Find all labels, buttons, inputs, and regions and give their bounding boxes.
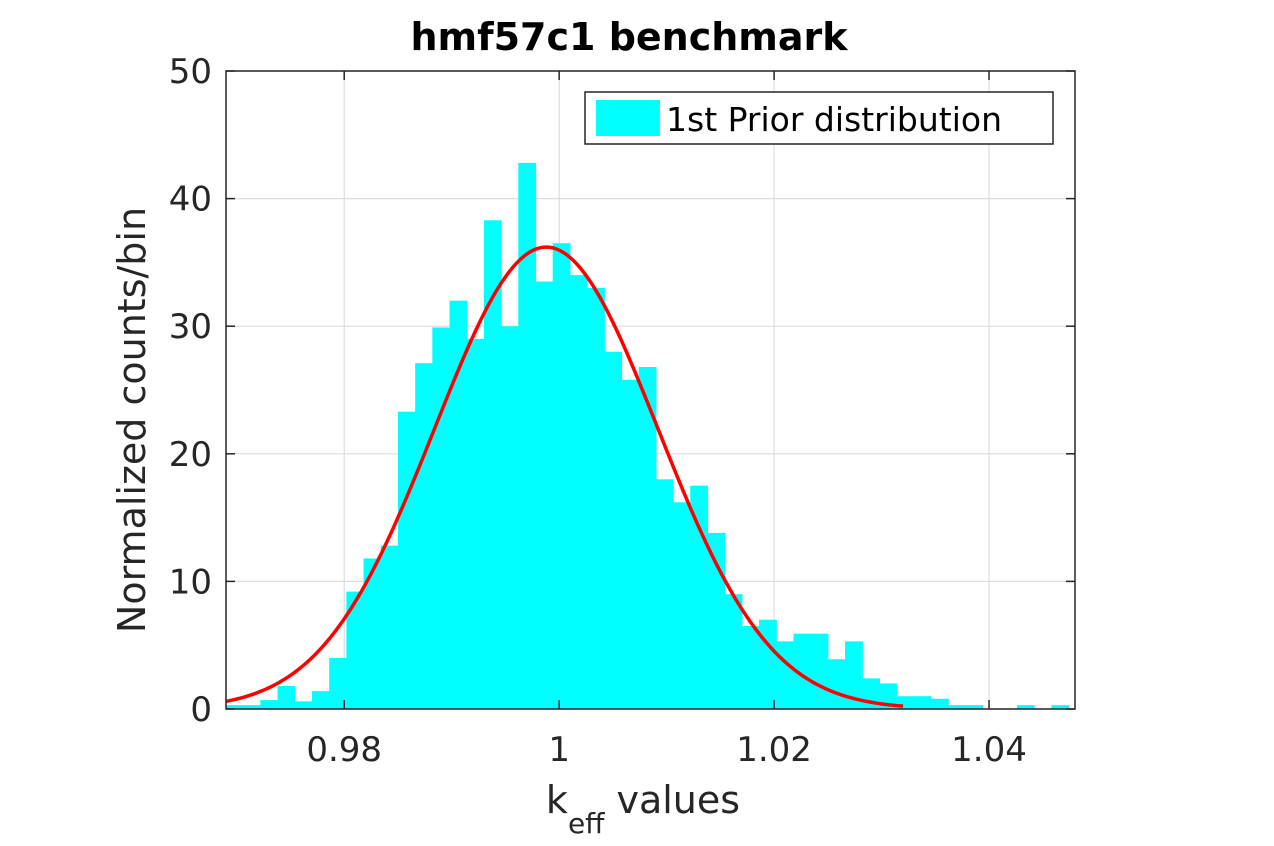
axes-box xyxy=(225,70,1076,710)
histogram-bar xyxy=(587,287,605,709)
histogram-bar xyxy=(397,411,416,709)
histogram-bar xyxy=(724,594,743,709)
x-axis-label-subscript: eff xyxy=(568,807,605,840)
histogram-bar xyxy=(827,659,846,709)
axis-ticks: 0.98 1 1.02 1.04 0 10 20 30 40 50 xyxy=(169,52,1075,770)
histogram-bar xyxy=(621,379,640,709)
histogram-bar xyxy=(226,705,244,709)
histogram-bar xyxy=(535,281,554,709)
histogram-bar xyxy=(655,479,674,709)
histogram-bar xyxy=(329,657,347,709)
y-tick-label: 10 xyxy=(169,562,212,602)
fit-curve xyxy=(225,245,904,708)
histogram-bar xyxy=(363,558,382,709)
chart-title: hmf57c1 benchmark xyxy=(410,15,848,59)
histogram-bar xyxy=(845,641,863,709)
histogram-bar xyxy=(380,545,399,709)
histogram-bar xyxy=(759,619,777,709)
histogram-bar xyxy=(965,705,984,709)
histogram-bar xyxy=(604,351,623,709)
histogram-bar xyxy=(810,633,829,709)
histogram-bars xyxy=(226,162,1070,710)
histogram-bar xyxy=(449,300,468,709)
legend-box xyxy=(584,91,1054,145)
y-tick-label: 0 xyxy=(190,690,212,730)
histogram-bar xyxy=(948,705,966,709)
histogram-bar xyxy=(569,275,588,709)
x-tick-label: 1.04 xyxy=(951,730,1027,770)
histogram-bar xyxy=(741,626,760,709)
legend-swatch xyxy=(596,100,660,136)
histogram-bar xyxy=(277,686,296,709)
histogram-bar xyxy=(415,363,433,709)
y-tick-label: 30 xyxy=(169,307,212,347)
histogram-bar xyxy=(466,338,485,709)
histogram-bar xyxy=(673,502,691,709)
y-tick-label: 50 xyxy=(169,52,212,92)
histogram-bar xyxy=(346,591,365,709)
histogram-bar xyxy=(518,162,537,709)
histogram-bar xyxy=(294,701,313,709)
x-axis-label: keff values xyxy=(546,778,740,840)
histogram-bar xyxy=(690,485,709,709)
histogram-bar xyxy=(1051,705,1070,709)
histogram-bar xyxy=(793,633,812,709)
histogram-bar xyxy=(552,243,571,709)
histogram-bar xyxy=(913,696,932,709)
x-axis-label-main: k xyxy=(546,778,568,822)
x-tick-label: 1 xyxy=(548,730,570,770)
histogram-bar xyxy=(1016,705,1035,709)
histogram-bar xyxy=(638,367,657,709)
x-tick-label: 1.02 xyxy=(736,730,812,770)
legend: 1st Prior distribution xyxy=(584,91,1054,145)
legend-label: 1st Prior distribution xyxy=(666,100,1002,139)
y-tick-label: 20 xyxy=(169,435,212,475)
histogram-bar xyxy=(311,691,330,709)
histogram-bar xyxy=(260,700,279,709)
y-tick-label: 40 xyxy=(169,180,212,220)
histogram-bar xyxy=(776,641,795,709)
histogram-bar xyxy=(930,698,949,709)
histogram-bar xyxy=(707,532,726,709)
y-axis-label: Normalized counts/bin xyxy=(110,207,154,633)
histogram-bar xyxy=(432,327,451,709)
x-tick-label: 0.98 xyxy=(306,730,382,770)
histogram-bar xyxy=(243,705,261,709)
histogram-bar xyxy=(501,326,519,709)
x-axis-label-suffix: values xyxy=(616,778,740,822)
histogram-bar xyxy=(483,220,502,710)
